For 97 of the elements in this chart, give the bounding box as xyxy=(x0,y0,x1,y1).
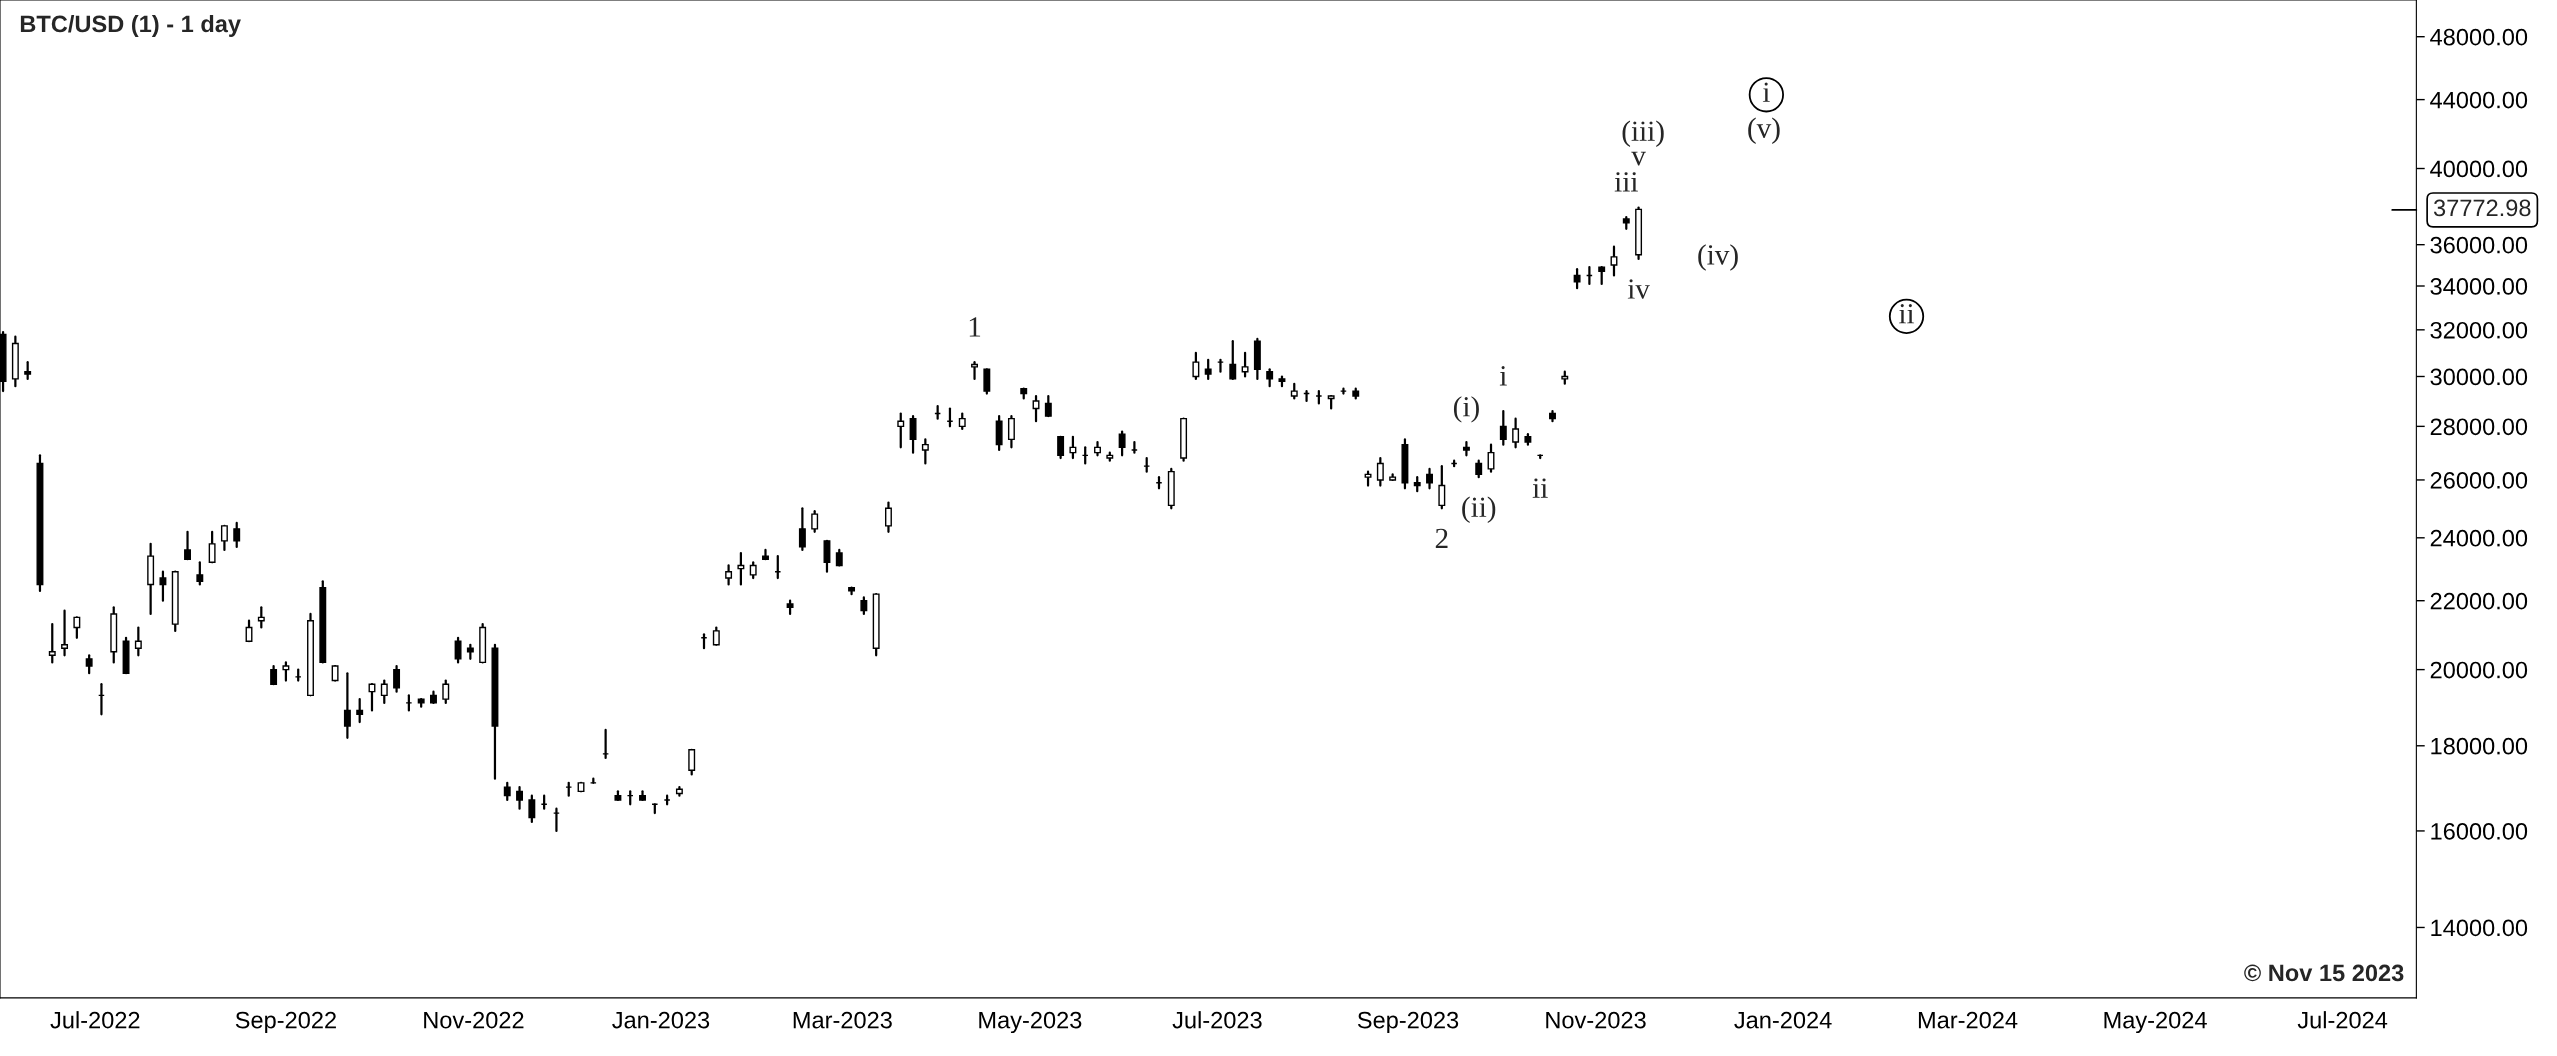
annotation: (ii) xyxy=(1462,496,1496,524)
candlestick xyxy=(1032,394,1040,423)
candlestick xyxy=(995,415,1003,452)
y-tick-label: 18000.00 xyxy=(2431,737,2528,755)
annotation: v xyxy=(1631,151,1646,166)
candlestick xyxy=(725,564,733,586)
candlestick xyxy=(220,524,228,552)
y-tick-label: 48000.00 xyxy=(2430,28,2528,46)
candlestick xyxy=(1573,268,1581,290)
annotation: ii xyxy=(1899,304,1915,324)
annotation: (i) xyxy=(1453,396,1479,423)
candlestick xyxy=(1426,467,1433,490)
y-tick-label: 44000.00 xyxy=(2430,91,2528,109)
candlestick xyxy=(811,510,819,533)
candlestick xyxy=(343,672,351,739)
annotation: i xyxy=(1762,82,1770,102)
candlestick xyxy=(909,415,917,454)
candlestick xyxy=(1069,435,1077,460)
x-tick-label: Jul-2023 xyxy=(1172,1011,1262,1029)
y-tick-label: 32000.00 xyxy=(2430,321,2528,339)
candlestick xyxy=(1229,340,1237,381)
x-tick-label: Jul-2022 xyxy=(50,1011,140,1029)
annotation: iii xyxy=(1614,172,1638,192)
x-tick-label: Jan-2024 xyxy=(1734,1011,1832,1029)
y-tick-label: 22000.00 xyxy=(2430,592,2528,610)
ref-line-label: 37772.98 xyxy=(2433,199,2531,217)
annotation: 2 xyxy=(1435,528,1448,548)
candlestick xyxy=(1512,417,1520,449)
candlestick xyxy=(921,438,929,465)
x-tick-label: Jul-2024 xyxy=(2297,1011,2388,1029)
x-tick-label: Nov-2023 xyxy=(1546,1011,1646,1029)
x-tick-label: Nov-2022 xyxy=(424,1011,524,1029)
x-tick-label: May-2024 xyxy=(2104,1011,2207,1034)
x-tick-label: Jan-2023 xyxy=(612,1011,710,1029)
candlestick xyxy=(1376,456,1384,487)
x-tick-label: May-2023 xyxy=(979,1011,1082,1034)
candlestick xyxy=(270,664,278,686)
candlestick xyxy=(971,361,979,381)
candlestick xyxy=(282,661,290,682)
x-tick-label: Sep-2022 xyxy=(235,1011,336,1034)
candlestick xyxy=(1499,409,1507,446)
candlestick xyxy=(1057,435,1065,460)
candlestick xyxy=(380,679,388,705)
candlestick xyxy=(1118,430,1126,457)
candlestick xyxy=(897,412,905,449)
annotation: 1 xyxy=(969,317,981,337)
candlestick xyxy=(1007,415,1015,449)
candlestick xyxy=(884,501,892,533)
candlestick xyxy=(73,616,81,639)
candlestick xyxy=(184,530,191,561)
y-tick-label: 30000.00 xyxy=(2430,368,2528,386)
candlestick xyxy=(454,636,462,664)
y-tick-label: 36000.00 xyxy=(2430,236,2528,254)
annotation: (iii) xyxy=(1622,120,1664,147)
candlestick xyxy=(61,609,69,657)
x-tick-label: Mar-2023 xyxy=(793,1011,892,1029)
candlestick xyxy=(798,507,806,552)
candlestick xyxy=(233,521,241,549)
y-tick-label: 20000.00 xyxy=(2430,661,2528,679)
candlestick xyxy=(688,748,696,776)
y-tick-label: 34000.00 xyxy=(2430,278,2528,295)
annotation: (iv) xyxy=(1698,244,1738,271)
candlestick xyxy=(1438,465,1446,510)
annotation: iv xyxy=(1627,279,1650,299)
candlestick xyxy=(48,622,56,664)
candlestick xyxy=(393,664,401,693)
x-tick-label: Sep-2023 xyxy=(1357,1011,1459,1034)
y-tick-label: 26000.00 xyxy=(2430,472,2528,489)
candlestick xyxy=(134,626,142,657)
x-tick-label: Mar-2024 xyxy=(1918,1011,2018,1029)
candlestick xyxy=(1241,351,1249,378)
candlestick xyxy=(159,570,167,602)
candlestick xyxy=(516,785,524,810)
candlestick xyxy=(528,794,536,824)
y-tick-label: 24000.00 xyxy=(2430,529,2528,547)
candlestick xyxy=(1487,443,1495,473)
candlestick xyxy=(1610,245,1618,277)
candlestick xyxy=(442,679,450,705)
candlestick xyxy=(983,368,991,395)
annotation: © Nov 15 2023 xyxy=(2244,964,2404,982)
candlestick xyxy=(196,561,204,586)
y-tick-label: 40000.00 xyxy=(2430,160,2528,178)
annotation: (v) xyxy=(1748,117,1780,144)
y-tick-label: 28000.00 xyxy=(2430,418,2528,436)
candlestick xyxy=(1462,440,1470,457)
annotation: ii xyxy=(1532,478,1548,498)
candlestick xyxy=(1044,394,1052,418)
y-tick-label: 16000.00 xyxy=(2431,823,2528,840)
candlestick xyxy=(257,606,265,629)
candlestick xyxy=(208,530,216,564)
candlestick xyxy=(356,698,364,724)
candlestick xyxy=(1204,358,1212,381)
annotation: i xyxy=(1499,366,1507,386)
y-tick-label: 14000.00 xyxy=(2431,919,2528,937)
candlestick xyxy=(737,551,745,586)
text: BTC/USD (1) - 1 day xyxy=(20,14,241,37)
candlestick xyxy=(1192,351,1200,381)
